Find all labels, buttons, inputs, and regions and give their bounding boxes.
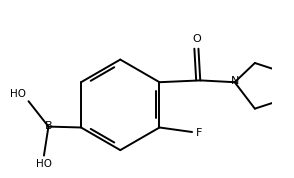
Text: O: O xyxy=(192,34,201,44)
Text: F: F xyxy=(196,128,202,138)
Text: HO: HO xyxy=(10,88,26,98)
Text: N: N xyxy=(230,76,239,86)
Text: HO: HO xyxy=(36,159,52,169)
Text: B: B xyxy=(45,121,52,131)
